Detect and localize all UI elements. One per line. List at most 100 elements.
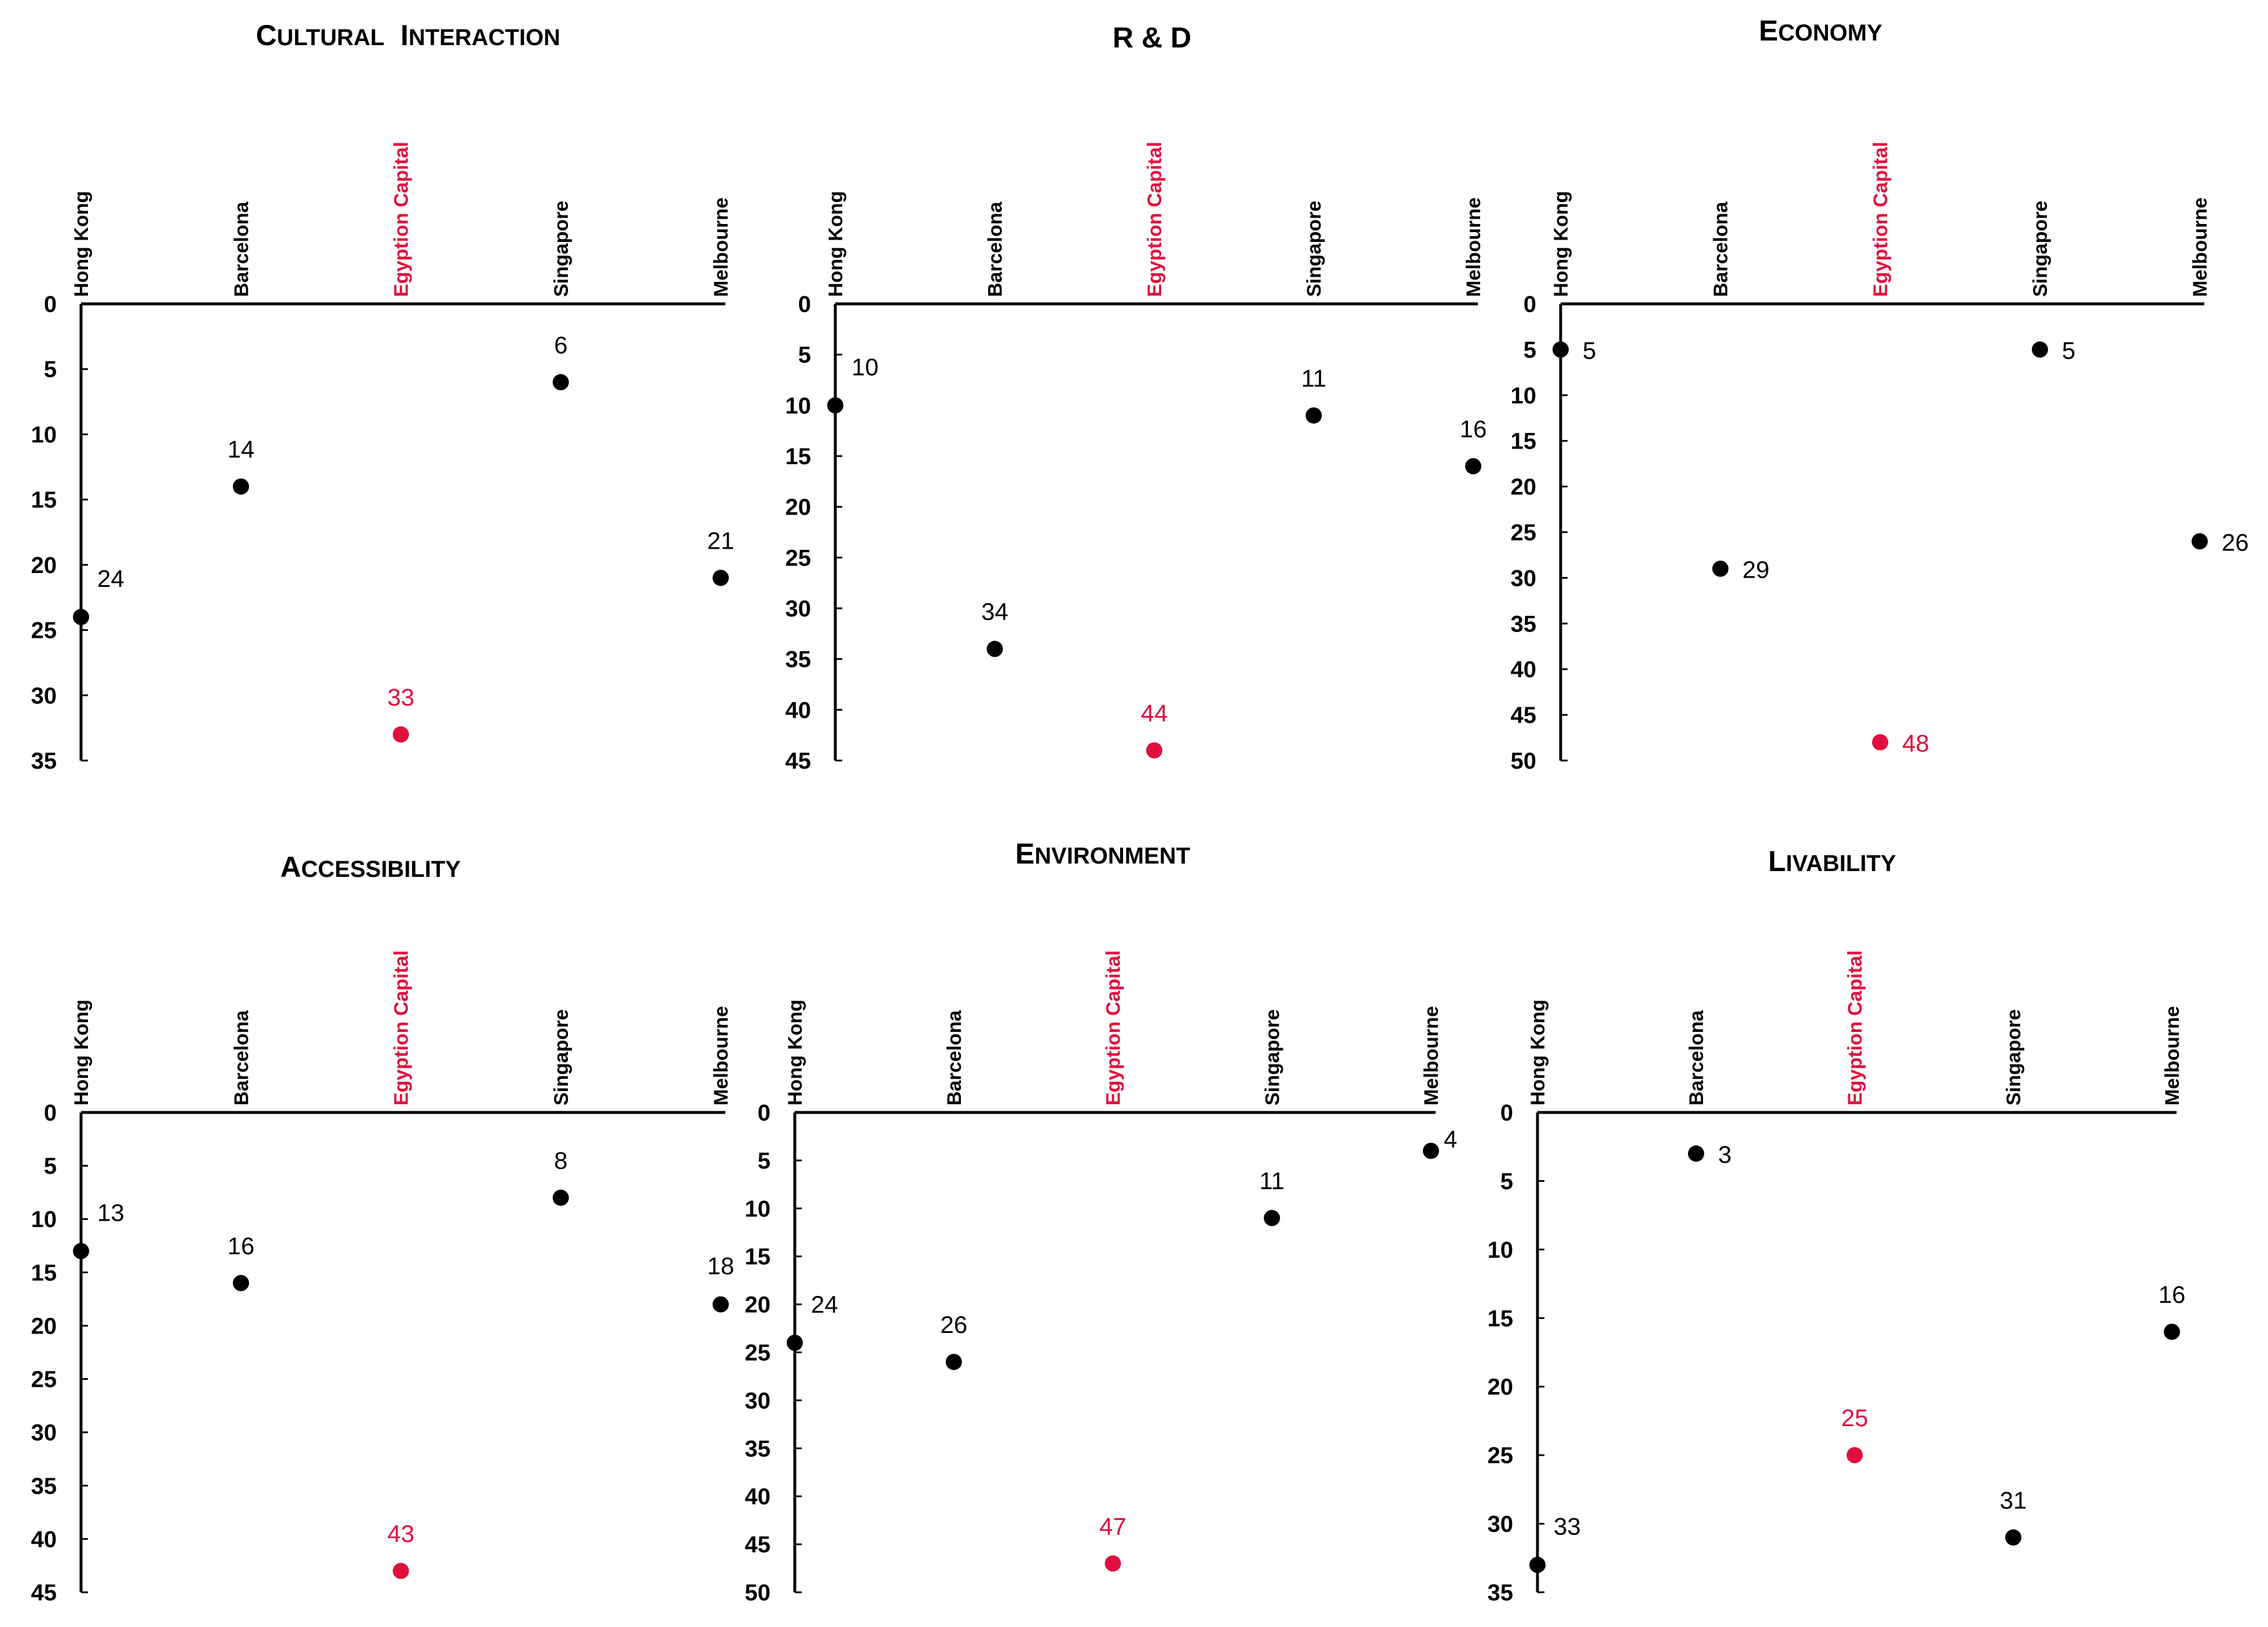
data-point-highlight — [392, 1563, 409, 1580]
data-point-highlight — [392, 726, 409, 743]
data-point — [2164, 1323, 2180, 1340]
y-tick-label: 50 — [1511, 748, 1537, 774]
data-point — [713, 570, 729, 586]
y-tick-label: 35 — [1488, 1580, 1514, 1606]
data-label: 6 — [554, 331, 567, 358]
data-point — [73, 609, 89, 626]
panel-5: ENVIRONMENT 0 5 10 15 20 25 30 35 40 45 50 Hong Kong… — [745, 838, 1458, 1606]
category-label: Hong Kong — [1527, 1000, 1549, 1106]
y-tick-label: 30 — [31, 683, 57, 708]
data-point — [1553, 341, 1569, 358]
category-label-highlight: Egyption Capital — [1144, 142, 1166, 297]
category-label-highlight: Egyption Capital — [1844, 950, 1866, 1106]
data-label: 3 — [1718, 1141, 1731, 1168]
y-tick-label: 0 — [1500, 1100, 1513, 1126]
data-point — [552, 1189, 569, 1206]
category-label: Barcelona — [944, 1010, 966, 1106]
data-label: 26 — [940, 1311, 967, 1338]
data-point — [1305, 407, 1322, 424]
category-label: Barcelona — [230, 1010, 252, 1106]
category-label: Singapore — [2003, 1009, 2025, 1106]
y-tick-label: 0 — [44, 292, 57, 317]
panel-6: LIVABILITY 0 5 10 15 20 25 30 35 Hong Kong 33 Barce… — [1488, 845, 2186, 1606]
y-tick-label: 5 — [44, 357, 57, 383]
category-label-highlight: Egyption Capital — [1103, 950, 1125, 1106]
y-tick-label: 20 — [786, 495, 812, 520]
y-tick-label: 50 — [745, 1580, 771, 1606]
y-tick-label: 25 — [1511, 520, 1537, 546]
y-tick-label: 15 — [1511, 429, 1537, 454]
data-label-highlight: 25 — [1841, 1404, 1869, 1431]
y-tick-label: 35 — [786, 647, 812, 673]
data-point-highlight — [1872, 734, 1888, 751]
data-label: 33 — [1554, 1513, 1581, 1540]
data-label: 11 — [1259, 1167, 1285, 1194]
category-label-highlight: Egyption Capital — [391, 142, 413, 297]
data-label: 14 — [227, 436, 255, 463]
category-label-highlight: Egyption Capital — [1870, 142, 1892, 297]
y-tick-label: 0 — [758, 1100, 770, 1126]
y-tick-label: 5 — [1524, 337, 1536, 363]
data-label: 5 — [2062, 337, 2075, 364]
y-tick-label: 30 — [786, 596, 812, 622]
y-tick-label: 10 — [1488, 1237, 1514, 1263]
y-tick-label: 25 — [31, 1367, 57, 1393]
data-label: 16 — [2159, 1281, 2186, 1308]
data-label: 26 — [2222, 528, 2249, 556]
data-point — [1264, 1210, 1280, 1226]
y-tick-label: 20 — [745, 1292, 771, 1318]
y-tick-label: 0 — [44, 1100, 57, 1126]
y-tick-label: 35 — [31, 1474, 57, 1499]
y-tick-label: 25 — [786, 545, 812, 571]
category-label: Singapore — [2030, 201, 2052, 297]
y-tick-label: 45 — [745, 1532, 771, 1558]
y-tick-label: 30 — [1511, 565, 1537, 591]
y-tick-label: 20 — [1511, 475, 1537, 500]
y-tick-label: 10 — [786, 393, 812, 418]
category-label: Hong Kong — [784, 1000, 806, 1106]
category-label: Melbourne — [710, 1006, 732, 1106]
data-point — [713, 1296, 729, 1313]
data-point — [827, 397, 843, 414]
category-label-highlight: Egyption Capital — [391, 950, 413, 1106]
y-tick-label: 15 — [31, 487, 57, 513]
data-point-highlight — [1146, 742, 1162, 759]
y-tick-label: 45 — [786, 748, 812, 774]
category-label: Melbourne — [2161, 1006, 2183, 1106]
data-point — [2032, 341, 2048, 358]
y-tick-label: 40 — [1511, 657, 1537, 682]
data-point-highlight — [1847, 1447, 1863, 1464]
y-tick-label: 25 — [1488, 1443, 1514, 1468]
data-label: 11 — [1301, 365, 1327, 392]
y-tick-label: 35 — [1511, 611, 1537, 637]
data-label: 4 — [1444, 1125, 1457, 1152]
panel-2: R & D 0 5 10 15 20 25 30 35 40 45 Hong Kong 10 Barcel… — [786, 21, 1487, 774]
data-point — [73, 1243, 89, 1259]
data-point-highlight — [1104, 1555, 1121, 1572]
panel-3: ECONOMY 0 5 10 15 20 25 30 35 40 45 50 Hong Kong 5 Bar… — [1511, 14, 2249, 774]
y-tick-label: 5 — [1500, 1169, 1513, 1194]
y-tick-label: 10 — [745, 1196, 771, 1222]
y-tick-label: 30 — [31, 1420, 57, 1446]
y-tick-label: 10 — [1511, 383, 1537, 409]
y-tick-label: 15 — [1488, 1306, 1514, 1331]
y-tick-label: 5 — [44, 1154, 57, 1179]
y-tick-label: 30 — [745, 1388, 771, 1413]
panel-title: ECONOMY — [1759, 14, 1882, 47]
data-point — [233, 1275, 249, 1291]
data-point — [2005, 1529, 2021, 1546]
y-tick-label: 35 — [745, 1436, 771, 1461]
data-label: 5 — [1583, 337, 1596, 364]
data-label-highlight: 47 — [1099, 1512, 1126, 1540]
y-tick-label: 25 — [745, 1340, 771, 1366]
data-label: 8 — [554, 1147, 567, 1174]
data-label: 10 — [852, 353, 879, 380]
data-label: 24 — [811, 1291, 838, 1318]
y-tick-label: 5 — [758, 1148, 770, 1174]
data-point — [1688, 1145, 1704, 1162]
y-tick-label: 20 — [31, 1313, 57, 1339]
y-tick-label: 15 — [786, 444, 812, 469]
category-label: Melbourne — [1421, 1006, 1443, 1106]
data-label: 13 — [97, 1199, 124, 1226]
